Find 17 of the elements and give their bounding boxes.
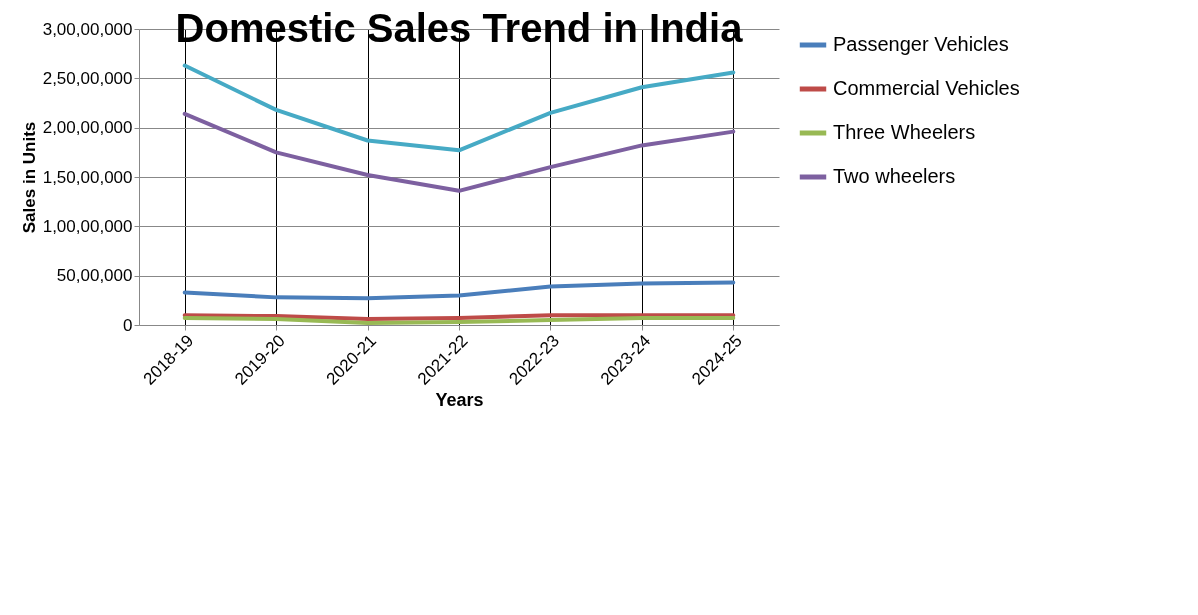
y-tick-label: 3,00,00,000 <box>42 19 133 39</box>
y-tick-label: 1,50,00,000 <box>42 167 133 187</box>
line-series <box>182 63 736 153</box>
legend-label: Commercial Vehicles <box>833 77 1020 99</box>
y-tick-label: 50,00,000 <box>56 266 133 286</box>
y-tick-label: 0 <box>123 315 133 335</box>
chart-title: Domestic Sales Trend in India <box>175 6 744 50</box>
line-series <box>182 280 736 301</box>
x-axis-title: Years <box>435 389 484 410</box>
legend-label: Two wheelers <box>833 165 956 187</box>
y-axis-title: Sales in Units <box>19 121 39 234</box>
legend-label: Three Wheelers <box>833 121 976 143</box>
line-series <box>182 111 736 193</box>
legend-label: Passenger Vehicles <box>833 33 1009 55</box>
y-tick-label: 2,50,00,000 <box>42 68 133 88</box>
y-tick-label: 1,00,00,000 <box>42 216 133 236</box>
y-tick-label: 2,00,00,000 <box>42 118 133 138</box>
